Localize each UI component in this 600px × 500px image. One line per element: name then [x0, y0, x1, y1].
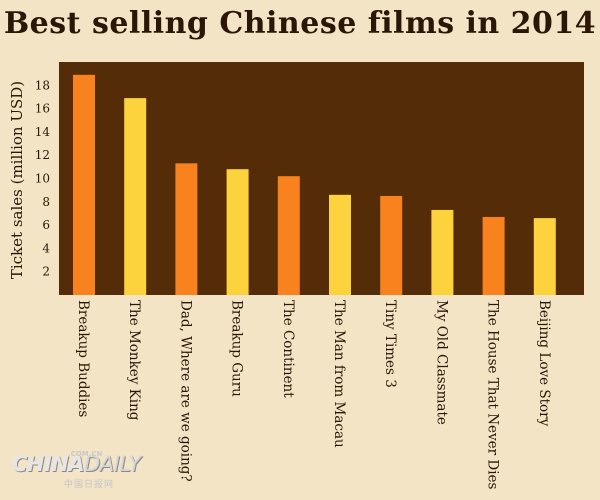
category-label: My Old Classmate — [433, 300, 449, 425]
logo-wordmark: CHINADAILY — [12, 452, 141, 476]
china-daily-logo: CHINADAILY .COM.CN 中国日报网 — [12, 450, 172, 498]
logo-word-daily: DAILY — [84, 452, 141, 476]
y-tick-label: 14 — [35, 125, 51, 139]
category-label: The Man from Macau — [331, 300, 347, 448]
bar — [175, 163, 198, 295]
y-tick-label: 18 — [35, 78, 50, 92]
bar — [73, 74, 95, 295]
bar — [533, 218, 556, 295]
y-tick-label: 16 — [35, 102, 50, 116]
category-labels: Breakup Buddies The Monkey King Dad, Where… — [75, 300, 552, 490]
category-label: Beijing Love Story — [536, 300, 552, 427]
bar — [329, 194, 351, 295]
chart-title: Best selling Chinese films in 2014 — [3, 6, 597, 41]
category-label: Breakup Guru — [229, 300, 245, 397]
bar — [226, 169, 249, 295]
y-axis-label: Ticket sales (million USD) — [8, 81, 26, 279]
bar — [482, 216, 505, 295]
logo-dotcom: .COM.CN — [68, 450, 103, 458]
logo-chinese-text: 中国日报网 — [64, 480, 115, 490]
y-tick-label: 8 — [42, 195, 50, 209]
logo-word-china: CHINA — [12, 452, 85, 476]
bars — [73, 74, 556, 296]
bar — [431, 209, 454, 295]
category-label: The Continent — [280, 300, 296, 398]
category-label: Breakup Buddies — [75, 300, 91, 417]
category-label: The House That Never Dies — [485, 300, 501, 490]
y-tick-label: 10 — [35, 172, 50, 186]
y-tick-label: 12 — [35, 148, 50, 162]
y-tick-label: 6 — [42, 218, 50, 232]
category-label: Tiny Times 3 — [382, 300, 398, 388]
bar — [277, 176, 300, 295]
bar — [380, 195, 403, 295]
y-tick-label: 2 — [42, 265, 50, 279]
category-label: Dad, Where are we going? — [177, 300, 193, 482]
category-label: The Monkey King — [126, 300, 142, 421]
y-axis-ticks: 2 4 6 8 10 12 14 16 18 — [35, 78, 51, 278]
y-tick-label: 4 — [42, 241, 50, 255]
bar — [124, 98, 147, 296]
